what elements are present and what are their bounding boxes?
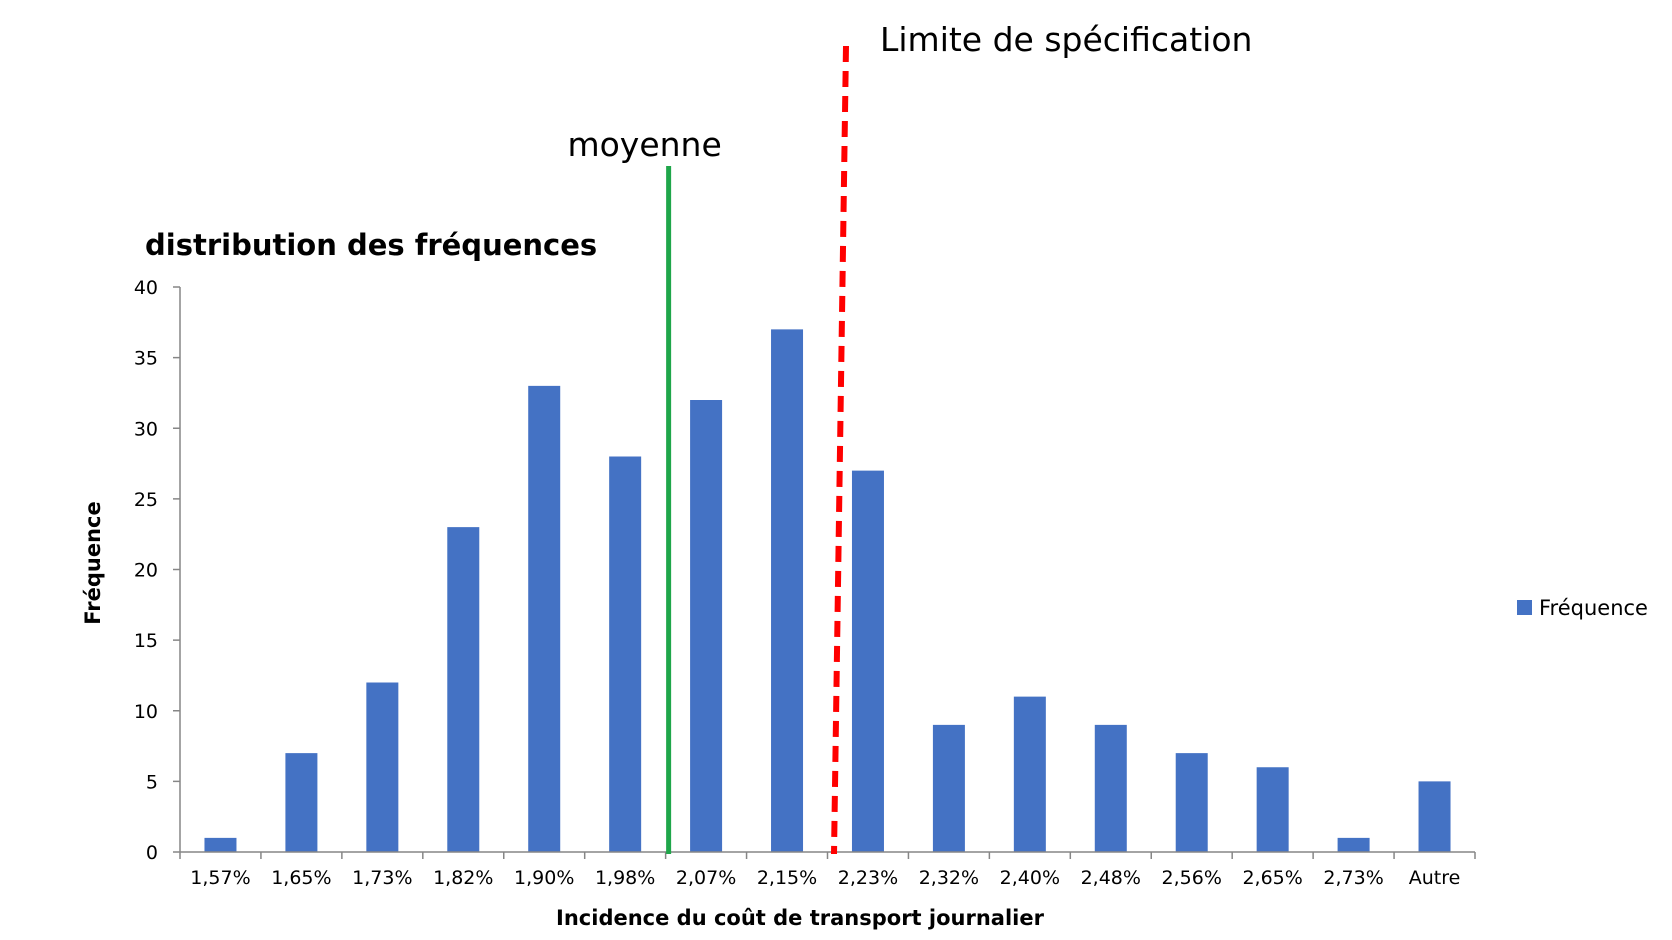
x-tick-label: 1,90%	[514, 867, 574, 889]
y-tick-label: 30	[134, 418, 158, 440]
bar	[204, 837, 237, 852]
x-tick-label: 2,56%	[1162, 867, 1222, 889]
bar	[932, 724, 965, 852]
spec-limit-line	[831, 45, 849, 855]
bar	[285, 753, 318, 852]
y-tick-label: 0	[146, 842, 158, 864]
legend-label: Fréquence	[1539, 596, 1648, 620]
bar	[1013, 696, 1046, 852]
spec-limit-label: Limite de spécification	[880, 20, 1252, 59]
y-tick-label: 35	[134, 348, 158, 370]
bar	[447, 527, 480, 852]
annotation-lines: moyenne Limite de spécification	[567, 20, 1252, 855]
x-tick-label: 2,48%	[1081, 867, 1141, 889]
x-tick-label: 2,73%	[1323, 867, 1383, 889]
chart-title: distribution des fréquences	[145, 228, 597, 262]
x-tick-label: 2,32%	[919, 867, 979, 889]
y-tick-label: 15	[134, 630, 158, 652]
bars	[204, 329, 1451, 852]
bar	[851, 470, 884, 852]
y-tick-label: 5	[146, 771, 158, 793]
x-tick-label: 2,07%	[676, 867, 736, 889]
bar	[1256, 767, 1289, 852]
y-tick-label: 10	[134, 701, 158, 723]
x-tick-label: 1,73%	[352, 867, 412, 889]
y-tick-label: 20	[134, 560, 158, 582]
bar	[690, 400, 723, 852]
x-axis: 1,57% 1,65% 1,73% 1,82% 1,90% 1,98% 2,07% 2,15%…	[179, 851, 1476, 889]
y-axis: 0 5 10 15 20 25 30 35 40	[134, 277, 181, 864]
x-tick-label: 1,65%	[271, 867, 331, 889]
x-tick-label: 2,65%	[1242, 867, 1302, 889]
x-tick-label: 2,23%	[838, 867, 898, 889]
x-tick-label: 2,15%	[757, 867, 817, 889]
legend-swatch	[1517, 600, 1532, 615]
y-axis-title: Fréquence	[81, 501, 105, 624]
bar	[1094, 724, 1127, 852]
bar	[1175, 753, 1208, 852]
bar	[1337, 837, 1370, 852]
bar	[771, 329, 804, 852]
bar	[1418, 781, 1451, 852]
x-axis-title: Incidence du coût de transport journalie…	[556, 906, 1045, 930]
x-tick-label: Autre	[1409, 867, 1461, 889]
mean-label: moyenne	[567, 125, 721, 164]
x-tick-label: 2,40%	[1000, 867, 1060, 889]
y-tick-label: 25	[134, 489, 158, 511]
bar	[528, 385, 561, 852]
x-tick-label: 1,57%	[190, 867, 250, 889]
x-tick-label: 1,98%	[595, 867, 655, 889]
legend: Fréquence	[1517, 596, 1648, 620]
bar	[609, 456, 642, 852]
x-tick-label: 1,82%	[433, 867, 493, 889]
bar	[366, 682, 399, 852]
y-tick-label: 40	[134, 277, 158, 299]
